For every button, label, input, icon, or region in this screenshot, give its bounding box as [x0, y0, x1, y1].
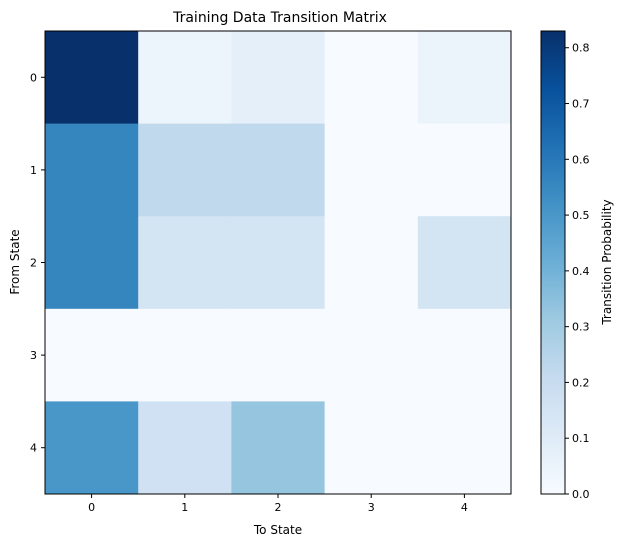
- heatmap-cell-0-1: [138, 31, 232, 125]
- heatmap-cell-1-0: [45, 123, 139, 217]
- colorbar-tick-label: 0.4: [572, 265, 590, 278]
- x-tick-label: 0: [88, 501, 95, 514]
- heatmap-cell-0-3: [324, 31, 419, 125]
- colorbar-tick-label: 0.8: [572, 42, 590, 55]
- heatmap-cell-4-4: [417, 401, 512, 495]
- heatmap-cell-1-2: [231, 123, 326, 217]
- x-tick-label: 4: [461, 501, 468, 514]
- colorbar-tick-label: 0.5: [572, 209, 590, 222]
- colorbar-tick-label: 0.3: [572, 321, 590, 334]
- chart-title: Training Data Transition Matrix: [172, 10, 387, 26]
- heatmap-cell-0-2: [231, 31, 326, 125]
- y-tick-label: 4: [30, 442, 37, 455]
- heatmap-cell-0-4: [417, 31, 512, 125]
- colorbar: [540, 30, 566, 495]
- heatmap-cell-2-2: [231, 216, 326, 310]
- heatmap-cell-4-0: [45, 401, 139, 495]
- heatmap-cell-3-1: [138, 308, 232, 402]
- colorbar-tick-label: 0.2: [572, 376, 590, 389]
- colorbar-tick-label: 0.1: [572, 432, 590, 445]
- heatmap-cells: [45, 31, 512, 495]
- heatmap-cell-4-1: [138, 401, 232, 495]
- heatmap-cell-2-0: [45, 216, 139, 310]
- heatmap-cell-3-4: [417, 308, 512, 402]
- y-axis: 0 1 2 3 4: [30, 71, 45, 455]
- heatmap-cell-3-2: [231, 308, 326, 402]
- colorbar-tick-label: 0.0: [572, 488, 590, 501]
- x-tick-label: 3: [368, 501, 375, 514]
- y-axis-label: From State: [8, 229, 22, 294]
- y-tick-label: 3: [30, 349, 37, 362]
- heatmap-cell-2-1: [138, 216, 232, 310]
- heatmap-cell-3-3: [324, 308, 419, 402]
- y-tick-label: 2: [30, 257, 37, 270]
- heatmap-cell-0-0: [45, 31, 139, 125]
- colorbar-tick-label: 0.6: [572, 153, 590, 166]
- heatmap-cell-1-1: [138, 123, 232, 217]
- y-tick-label: 0: [30, 71, 37, 84]
- x-axis-label: To State: [253, 523, 302, 537]
- heatmap-cell-2-4: [417, 216, 512, 310]
- y-tick-label: 1: [30, 164, 37, 177]
- x-axis: 0 1 2 3 4: [88, 494, 468, 514]
- heatmap-cell-1-4: [417, 123, 512, 217]
- colorbar-axis: 0.0 0.1 0.2 0.3 0.4 0.5 0.6 0.7 0.8: [565, 42, 590, 501]
- colorbar-tick-label: 0.7: [572, 98, 590, 111]
- colorbar-label: Transition Probability: [600, 199, 614, 325]
- heatmap-cell-3-0: [45, 308, 139, 402]
- x-tick-label: 2: [275, 501, 282, 514]
- heatmap-cell-1-3: [324, 123, 419, 217]
- heatmap-cell-2-3: [324, 216, 419, 310]
- x-tick-label: 1: [181, 501, 188, 514]
- heatmap-cell-4-2: [231, 401, 326, 495]
- heatmap-cell-4-3: [324, 401, 419, 495]
